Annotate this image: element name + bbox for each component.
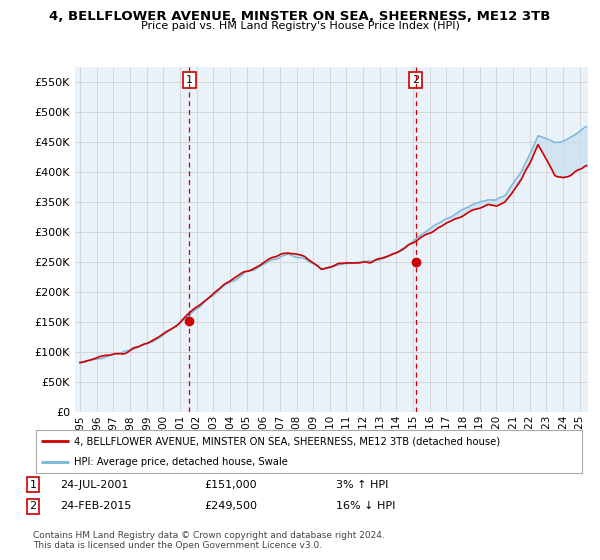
Text: 16% ↓ HPI: 16% ↓ HPI	[336, 501, 395, 511]
Text: 1: 1	[29, 480, 37, 490]
Text: 2: 2	[29, 501, 37, 511]
Text: 2: 2	[412, 75, 419, 85]
Text: 1: 1	[186, 75, 193, 85]
Text: Contains HM Land Registry data © Crown copyright and database right 2024.
This d: Contains HM Land Registry data © Crown c…	[33, 531, 385, 550]
Text: Price paid vs. HM Land Registry's House Price Index (HPI): Price paid vs. HM Land Registry's House …	[140, 21, 460, 31]
Text: 4, BELLFLOWER AVENUE, MINSTER ON SEA, SHEERNESS, ME12 3TB: 4, BELLFLOWER AVENUE, MINSTER ON SEA, SH…	[49, 10, 551, 23]
Text: 24-FEB-2015: 24-FEB-2015	[60, 501, 131, 511]
Text: 3% ↑ HPI: 3% ↑ HPI	[336, 480, 388, 490]
Text: HPI: Average price, detached house, Swale: HPI: Average price, detached house, Swal…	[74, 458, 288, 467]
Text: £151,000: £151,000	[204, 480, 257, 490]
Text: £249,500: £249,500	[204, 501, 257, 511]
Text: 4, BELLFLOWER AVENUE, MINSTER ON SEA, SHEERNESS, ME12 3TB (detached house): 4, BELLFLOWER AVENUE, MINSTER ON SEA, SH…	[74, 436, 500, 446]
Text: 24-JUL-2001: 24-JUL-2001	[60, 480, 128, 490]
